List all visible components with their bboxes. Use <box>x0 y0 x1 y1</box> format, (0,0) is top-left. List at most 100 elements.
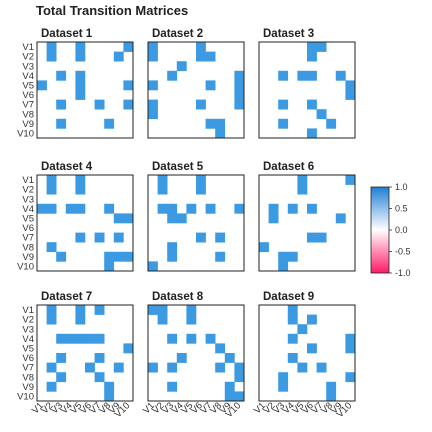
heatmap-cell <box>167 203 178 214</box>
heatmap-cell <box>287 353 298 363</box>
heatmap-cell <box>196 184 206 195</box>
heatmap-cell <box>278 99 289 110</box>
heatmap-panel: Dataset 6 <box>258 161 356 272</box>
heatmap-cell <box>113 51 124 62</box>
heatmap-cell <box>167 251 178 262</box>
row-tick-label: V8 <box>22 242 34 253</box>
heatmap-cell <box>46 175 57 185</box>
row-tick-label: V3 <box>22 194 34 205</box>
heatmap-cell <box>278 251 289 262</box>
heatmap-cell <box>157 203 168 214</box>
heatmap-cell <box>148 42 158 52</box>
heatmap-cell <box>345 175 356 185</box>
row-tick-label: V1 <box>22 305 34 316</box>
heatmap-cell <box>196 232 206 243</box>
heatmap-cell <box>186 305 197 315</box>
heatmap-cell <box>157 175 168 185</box>
heatmap-cell <box>65 203 76 214</box>
heatmap-cell <box>326 381 337 392</box>
heatmap-cell <box>215 118 226 129</box>
heatmap-cell <box>104 261 115 272</box>
heatmap-cell <box>278 372 289 383</box>
heatmap-cell <box>234 80 245 91</box>
heatmap-panel: Dataset 2 <box>147 28 245 139</box>
heatmap-cell <box>104 203 115 214</box>
heatmap-cell <box>148 305 158 315</box>
heatmap-cell <box>234 90 245 100</box>
colorbar-tick-label: 1.0 <box>395 182 408 192</box>
heatmap-cell <box>215 362 226 373</box>
heatmap-cell <box>224 381 235 392</box>
heatmap-cell <box>316 42 327 52</box>
colorbar: 1.0 0.5 0.0 -0.5 -1.0 <box>370 182 411 278</box>
heatmap-cell <box>157 184 168 195</box>
heatmap-cell <box>148 109 158 120</box>
heatmap-cell <box>94 372 105 383</box>
heatmap-cell <box>65 333 76 344</box>
heatmap-cell <box>326 118 337 129</box>
row-tick-label: V9 <box>22 252 34 263</box>
heatmap-cell <box>75 70 86 81</box>
heatmap-cell <box>157 305 168 315</box>
row-tick-label: V10 <box>17 262 34 273</box>
heatmap-cell <box>196 51 206 62</box>
heatmap-cell <box>56 70 67 81</box>
heatmap-cell <box>75 90 86 100</box>
panel-border <box>147 174 245 272</box>
panel-title: Dataset 4 <box>41 161 93 173</box>
panel-title: Dataset 1 <box>41 28 93 40</box>
row-tick-label: V10 <box>17 392 34 403</box>
heatmap-cell <box>297 70 308 81</box>
heatmap-cell <box>196 99 206 110</box>
panel-border <box>258 41 356 139</box>
heatmap-cell <box>234 203 245 214</box>
heatmap-cell <box>123 80 134 91</box>
heatmap-cell <box>278 118 289 129</box>
heatmap-cell <box>345 372 356 383</box>
heatmap-cell <box>148 362 158 373</box>
heatmap-cell <box>307 232 317 243</box>
row-tick-label: V4 <box>22 71 34 82</box>
heatmap-cell <box>297 362 308 373</box>
heatmap-cell <box>167 213 178 224</box>
panel-title: Dataset 8 <box>152 291 204 303</box>
heatmap-cell <box>148 80 158 91</box>
heatmap-cell <box>75 175 86 185</box>
heatmap-cell <box>186 333 197 344</box>
heatmap-cell <box>113 213 124 224</box>
heatmap-cell <box>297 175 308 185</box>
colorbar-tick-label: -1.0 <box>395 268 411 278</box>
heatmap-cell <box>297 184 308 195</box>
row-tick-label: V9 <box>22 119 34 130</box>
heatmap-cell <box>234 391 245 402</box>
heatmap-cell <box>113 362 124 373</box>
heatmap-cell <box>234 372 245 383</box>
heatmap-cell <box>56 372 67 383</box>
panel-title: Dataset 5 <box>152 161 204 173</box>
heatmap-cell <box>167 362 178 373</box>
heatmap-cell <box>113 232 124 243</box>
heatmap-cell <box>75 305 86 315</box>
heatmap-cell <box>75 184 86 195</box>
heatmap-cell <box>46 381 57 392</box>
panel-title: Dataset 7 <box>41 291 92 303</box>
row-tick-label: V6 <box>22 90 34 101</box>
heatmap-cell <box>215 232 226 243</box>
heatmap-cell <box>278 70 289 81</box>
heatmap-cell <box>94 99 105 110</box>
heatmap-cell <box>56 333 67 344</box>
heatmap-cell <box>259 242 269 253</box>
heatmap-cell <box>215 251 226 262</box>
heatmap-cell <box>345 80 356 91</box>
heatmap-cell <box>167 381 178 392</box>
panel-border <box>36 41 134 139</box>
heatmap-cell <box>268 213 279 224</box>
row-tick-label: V3 <box>22 324 34 335</box>
heatmap-cell <box>94 333 105 344</box>
row-tick-label: V7 <box>22 233 34 244</box>
heatmap-cell <box>345 90 356 100</box>
